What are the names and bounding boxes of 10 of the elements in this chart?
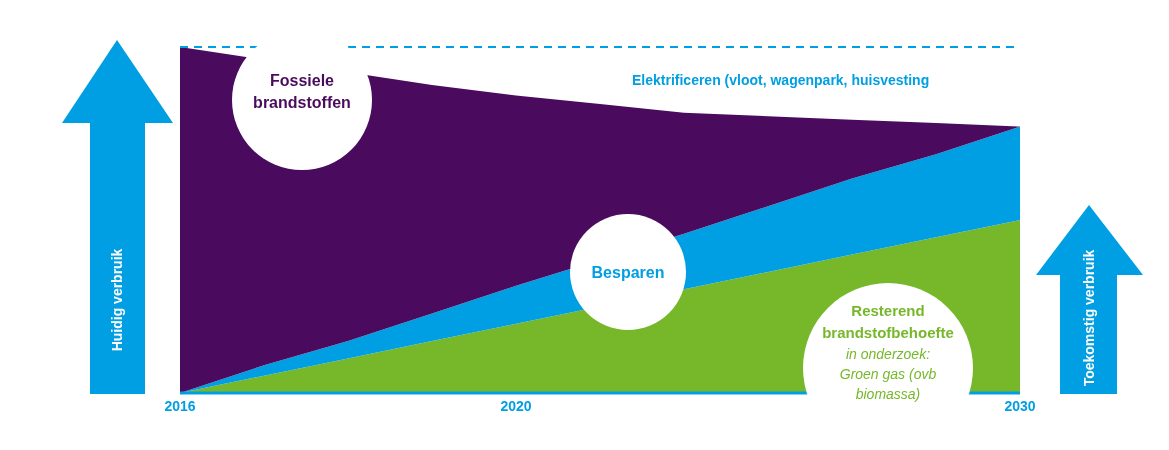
text: Huidig verbruik — [109, 248, 125, 352]
x-tick-label: 2020 — [500, 397, 532, 414]
text: Toekomstig verbruik — [1081, 249, 1097, 387]
annotation: in onderzoek: Groen gas (ovb biomassa) — [838, 345, 938, 404]
annotation: Elektrificeren (vloot, wagenpark, huisvesting — [632, 72, 930, 88]
series-label: Besparen — [590, 263, 666, 283]
x-tick-label: 2030 — [1004, 397, 1036, 414]
x-tick-label: 2016 — [164, 397, 196, 414]
series-label: Resterend brandstofbehoefte — [822, 302, 954, 341]
series-label: Fossiele brandstoffen — [252, 71, 352, 113]
